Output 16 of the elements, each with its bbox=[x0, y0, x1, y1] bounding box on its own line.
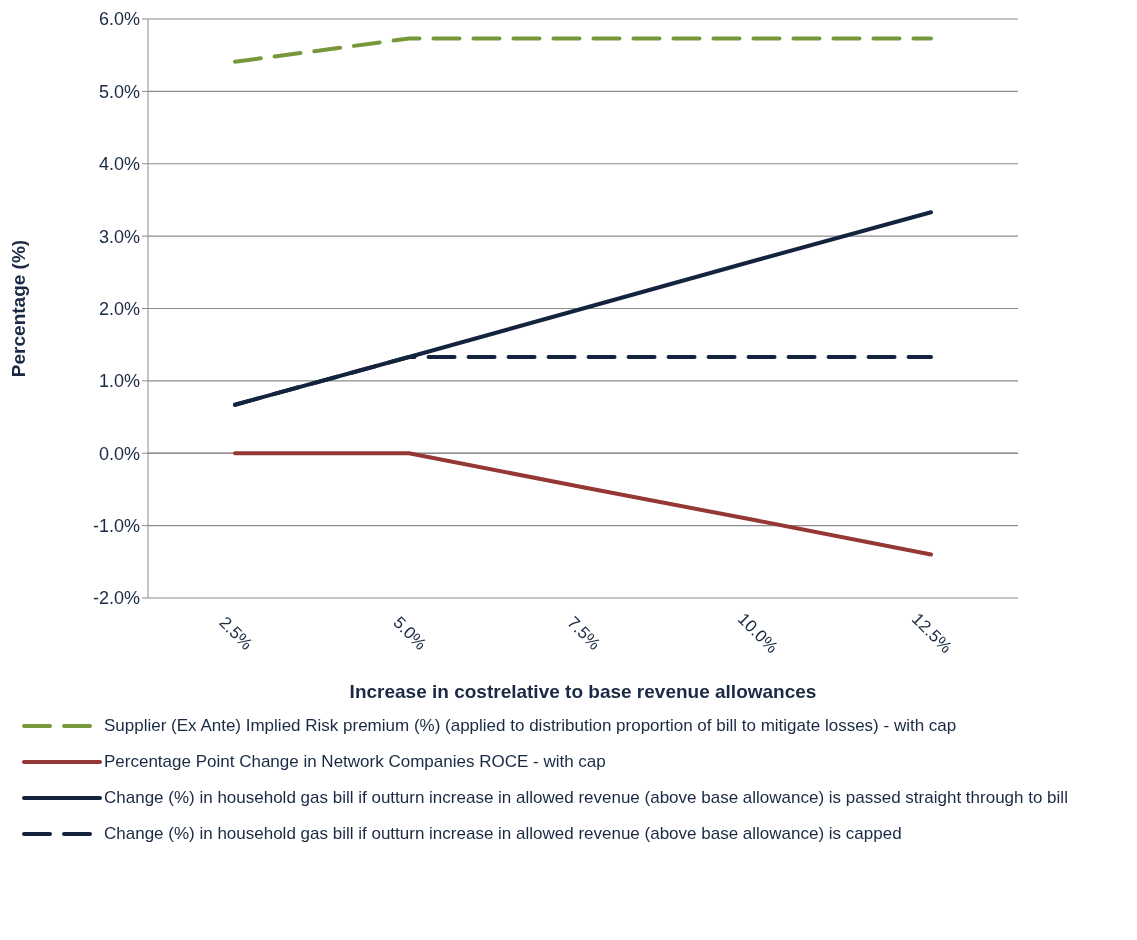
y-axis-title: Percentage (%) bbox=[7, 239, 29, 378]
y-tick-label: 0.0% bbox=[98, 443, 140, 464]
y-tick-label: 3.0% bbox=[98, 226, 140, 247]
y-tick-label: 1.0% bbox=[98, 371, 140, 392]
legend-label: Percentage Point Change in Network Companies ROCE - with cap bbox=[104, 752, 606, 772]
line-series bbox=[233, 451, 933, 557]
y-tick-label: 4.0% bbox=[98, 154, 140, 175]
legend-label: Change (%) in household gas bill if outturn increase in allowed revenue (above base allowance) is passed straight through to bill bbox=[104, 788, 1068, 808]
y-tick-label: 5.0% bbox=[98, 81, 140, 102]
x-axis-title: Increase in costrelative to base revenue allowances bbox=[349, 681, 817, 702]
legend-label: Supplier (Ex Ante) Implied Risk premium (%) (applied to distribution proportion of bill to mitigate losses) - with cap bbox=[104, 716, 957, 736]
y-tick-label: -1.0% bbox=[92, 516, 140, 537]
y-tick-label: 2.0% bbox=[98, 298, 140, 319]
y-tick-label: -2.0% bbox=[92, 588, 140, 609]
y-tick-label: 6.0% bbox=[98, 9, 140, 30]
legend-label: Change (%) in household gas bill if outturn increase in allowed revenue (above base allowance) is capped bbox=[104, 824, 902, 844]
